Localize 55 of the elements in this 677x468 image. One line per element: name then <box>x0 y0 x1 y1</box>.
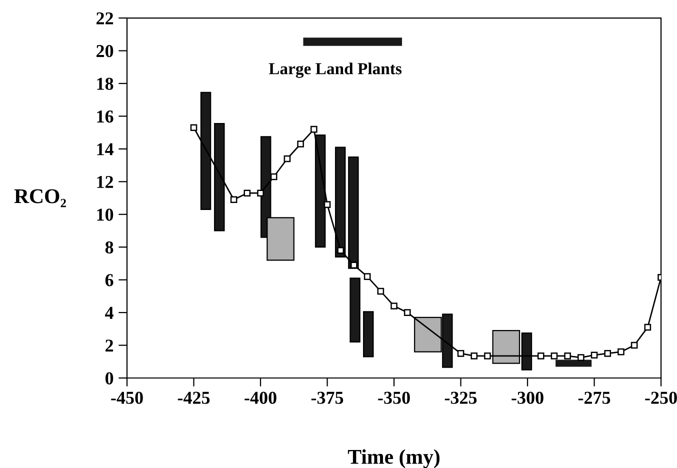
annotation: Large Land Plants <box>268 62 402 78</box>
point <box>578 354 584 361</box>
x-tick-label: -275 <box>578 392 610 404</box>
point <box>324 201 331 208</box>
point <box>590 352 598 358</box>
point <box>257 190 264 197</box>
bar <box>350 278 360 343</box>
point <box>310 126 318 133</box>
x-axis-title: Time (my) <box>348 449 440 468</box>
y-tick-label: 2 <box>106 340 114 352</box>
point <box>630 342 638 349</box>
y-tick-label: 6 <box>105 274 114 286</box>
point <box>350 262 358 268</box>
x-tick-label: -425 <box>178 392 210 404</box>
x-tick-label: -300 <box>512 392 544 404</box>
bar <box>334 146 346 258</box>
y-tick-label: 16 <box>97 110 114 123</box>
y-tick-label: 22 <box>96 12 114 24</box>
point <box>377 288 384 295</box>
point <box>604 350 612 357</box>
x-tick-label: -450 <box>111 392 143 404</box>
point <box>404 309 411 316</box>
y-axis-title: RCO₂ <box>14 189 66 208</box>
point <box>190 124 198 132</box>
point <box>537 352 544 360</box>
x-tick-label: -250 <box>645 392 677 404</box>
y-tick-label: 8 <box>105 241 114 254</box>
point <box>484 352 491 360</box>
point <box>364 273 371 280</box>
point <box>244 190 251 197</box>
point <box>457 350 464 357</box>
point <box>390 302 398 310</box>
point <box>550 352 558 360</box>
y-tick-label: 20 <box>96 45 114 58</box>
y-tick-label: 12 <box>97 176 114 188</box>
y-tick-label: 18 <box>97 78 114 90</box>
bar <box>348 156 359 269</box>
x-tick-label: -350 <box>378 392 410 404</box>
y-tick-label: 14 <box>97 143 114 156</box>
point <box>270 173 278 180</box>
point <box>564 352 571 360</box>
point <box>470 352 478 360</box>
point <box>230 196 238 204</box>
bar <box>363 311 374 358</box>
point <box>284 155 291 162</box>
y-tick-label: 4 <box>105 306 114 319</box>
y-tick-label: 10 <box>97 208 114 221</box>
point <box>337 246 344 254</box>
x-tick-label: -375 <box>311 392 344 404</box>
x-tick-label: -325 <box>444 392 477 404</box>
point <box>618 348 624 356</box>
y-tick-label: 0 <box>105 372 114 384</box>
point <box>644 324 652 331</box>
point <box>297 140 304 148</box>
x-tick-label: -400 <box>244 392 276 404</box>
